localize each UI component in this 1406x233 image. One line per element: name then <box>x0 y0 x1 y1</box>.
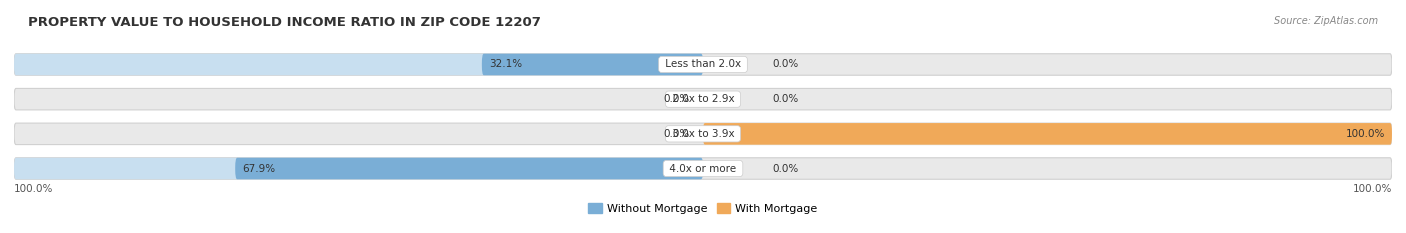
FancyBboxPatch shape <box>482 54 703 75</box>
Text: 0.0%: 0.0% <box>772 59 799 69</box>
Text: 67.9%: 67.9% <box>242 164 276 174</box>
Text: 0.0%: 0.0% <box>664 129 689 139</box>
Text: 4.0x or more: 4.0x or more <box>666 164 740 174</box>
FancyBboxPatch shape <box>14 158 703 179</box>
FancyBboxPatch shape <box>14 158 1392 179</box>
Text: 100.0%: 100.0% <box>14 184 53 194</box>
FancyBboxPatch shape <box>703 123 1392 145</box>
FancyBboxPatch shape <box>14 88 1392 110</box>
Text: 32.1%: 32.1% <box>489 59 522 69</box>
FancyBboxPatch shape <box>703 123 1392 145</box>
Text: PROPERTY VALUE TO HOUSEHOLD INCOME RATIO IN ZIP CODE 12207: PROPERTY VALUE TO HOUSEHOLD INCOME RATIO… <box>28 16 541 29</box>
FancyBboxPatch shape <box>14 54 703 75</box>
Text: 100.0%: 100.0% <box>1353 184 1392 194</box>
Text: Source: ZipAtlas.com: Source: ZipAtlas.com <box>1274 16 1378 26</box>
FancyBboxPatch shape <box>235 158 703 179</box>
Text: 0.0%: 0.0% <box>664 94 689 104</box>
FancyBboxPatch shape <box>14 54 1392 75</box>
Text: 0.0%: 0.0% <box>772 94 799 104</box>
Legend: Without Mortgage, With Mortgage: Without Mortgage, With Mortgage <box>583 199 823 218</box>
FancyBboxPatch shape <box>14 123 1392 145</box>
Text: 3.0x to 3.9x: 3.0x to 3.9x <box>669 129 737 139</box>
Text: 0.0%: 0.0% <box>772 164 799 174</box>
Text: Less than 2.0x: Less than 2.0x <box>662 59 744 69</box>
Text: 2.0x to 2.9x: 2.0x to 2.9x <box>669 94 737 104</box>
Text: 100.0%: 100.0% <box>1346 129 1385 139</box>
